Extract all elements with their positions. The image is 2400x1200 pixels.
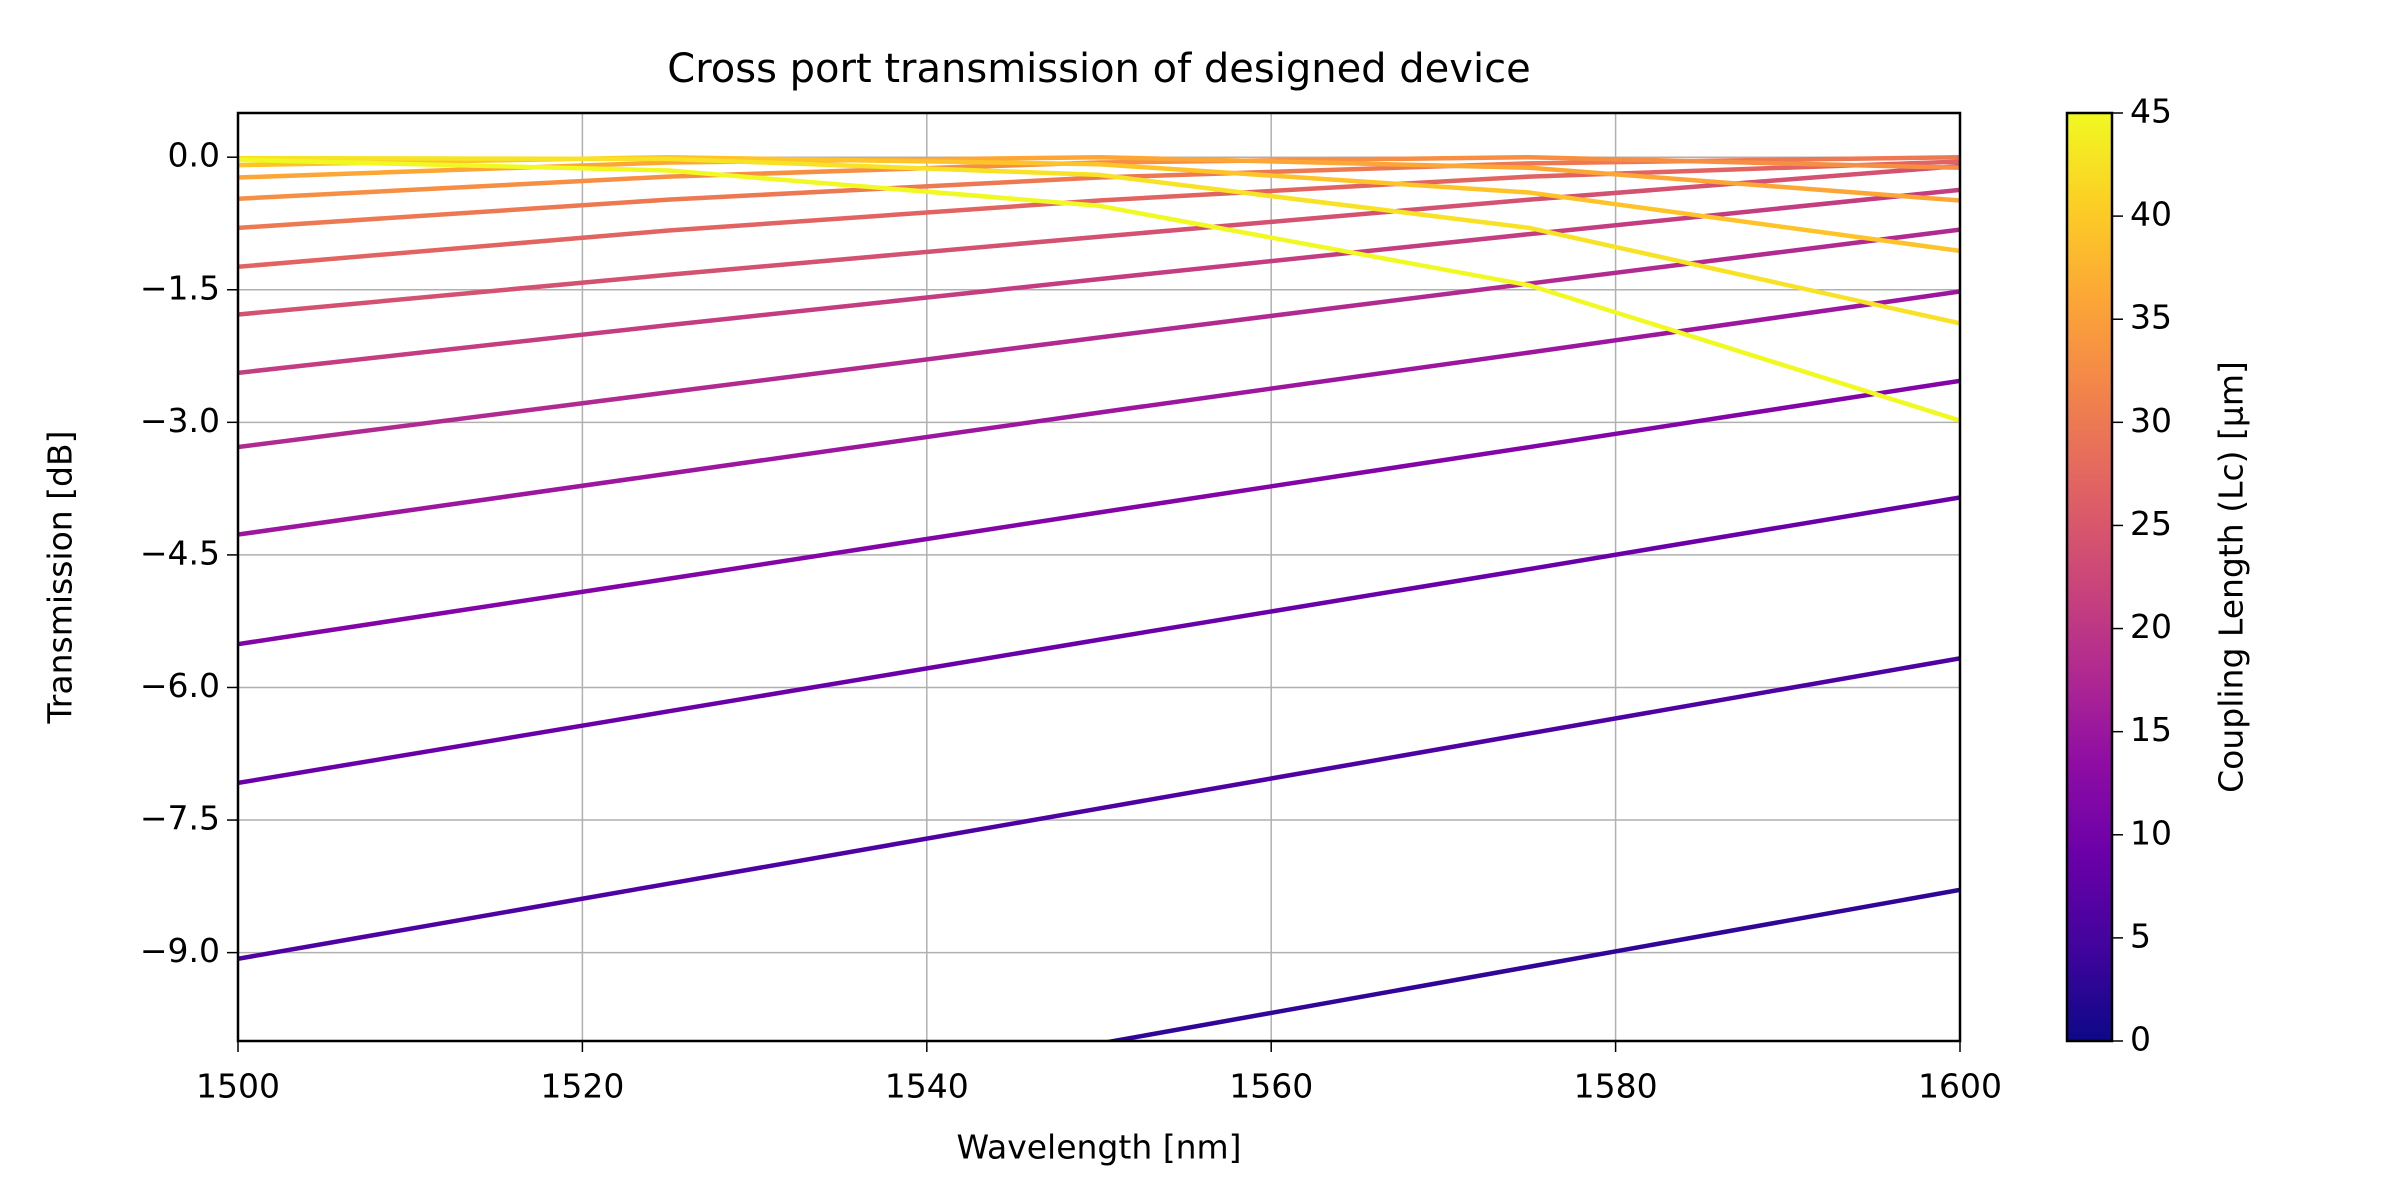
colorbar-tick-label: 45 <box>2130 92 2172 131</box>
series-line <box>238 656 1960 962</box>
lines <box>238 154 1960 1041</box>
x-tick-label: 1600 <box>1918 1067 2002 1106</box>
y-tick-label: −9.0 <box>140 931 220 970</box>
colorbar-tick-label: 30 <box>2130 401 2172 440</box>
colorbar-tick-label: 5 <box>2130 916 2151 955</box>
y-tick-label: −6.0 <box>140 666 220 705</box>
series-line <box>238 378 1960 647</box>
series-line <box>238 187 1960 376</box>
colorbar-tick-label: 25 <box>2130 504 2172 543</box>
colorbar <box>2065 111 2114 1043</box>
colorbar-label: Coupling Length (Lc) [μm] <box>2212 361 2251 793</box>
colorbar-tick-label: 35 <box>2130 298 2172 337</box>
x-tick-label: 1500 <box>196 1067 280 1106</box>
series-line <box>238 159 1960 270</box>
chart-title: Cross port transmission of designed devi… <box>667 46 1530 92</box>
series-line <box>238 157 1960 423</box>
axes: 1500 1520 1540 1560 1580 1600 0.0 −1.5 −3.0 −4.5 −… <box>140 136 2002 1106</box>
series-line <box>238 163 1960 317</box>
plot-frame <box>236 111 1962 1043</box>
x-tick-label: 1580 <box>1574 1067 1658 1106</box>
series-line <box>238 227 1960 450</box>
series-line <box>238 155 1960 326</box>
x-axis-label: Wavelength [nm] <box>956 1128 1241 1167</box>
x-tick-label: 1520 <box>540 1067 624 1106</box>
x-tick-label: 1560 <box>1229 1067 1313 1106</box>
y-axis-label: Transmission [dB] <box>41 430 80 724</box>
y-tick-label: 0.0 <box>168 136 220 175</box>
series-line <box>238 495 1960 786</box>
colorbar-tick-label: 0 <box>2130 1020 2151 1059</box>
colorbar-group: 0 5 10 15 20 25 30 35 40 45 Coupling Length (Lc) [… <box>2065 92 2251 1059</box>
series-line <box>1101 887 1960 1041</box>
y-tick-label: −7.5 <box>140 799 220 838</box>
y-tick-label: −1.5 <box>140 268 220 307</box>
y-tick-label: −4.5 <box>140 533 220 572</box>
colorbar-tick-label: 10 <box>2130 813 2172 852</box>
x-tick-label: 1540 <box>885 1067 969 1106</box>
y-tick-label: −3.0 <box>140 401 220 440</box>
colorbar-tick-label: 40 <box>2130 195 2172 234</box>
colorbar-tick-label: 15 <box>2130 710 2172 749</box>
colorbar-tick-label: 20 <box>2130 607 2172 646</box>
